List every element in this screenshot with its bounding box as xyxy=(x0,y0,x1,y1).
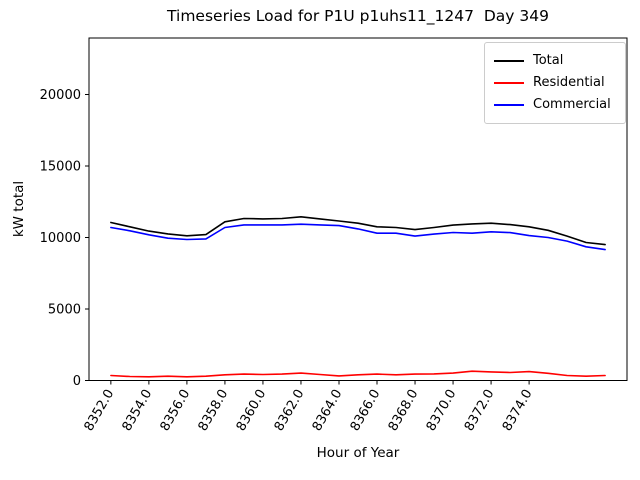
y-ticks-group: 0 5000 10000 15000 20000 xyxy=(40,88,89,389)
x-tick-label: 8352.0 xyxy=(82,387,118,434)
legend-label-total: Total xyxy=(533,53,564,68)
x-ticks-group: 8352.0 8354.0 8356.0 8358.0 8360.0 8362.0 8364… xyxy=(82,380,536,434)
x-tick-label: 8368.0 xyxy=(386,387,422,434)
x-tick-label: 8374.0 xyxy=(500,387,536,434)
series-line-total xyxy=(110,216,606,246)
y-tick-label: 5000 xyxy=(48,302,81,317)
x-tick-label: 8354.0 xyxy=(120,387,156,434)
legend-item-total: Total xyxy=(494,50,616,72)
axes-frame-group xyxy=(88,37,628,381)
x-tick-label: 8364.0 xyxy=(310,387,346,434)
y-tick-label: 10000 xyxy=(40,231,81,246)
legend-swatch-commercial-line xyxy=(494,104,524,106)
legend-label-residential: Residential xyxy=(533,75,605,90)
chart-title: Timeseries Load for P1U p1uhs11_1247 Day… xyxy=(167,7,549,25)
legend-swatch-total-line xyxy=(494,60,524,62)
legend: Total Residential Commercial xyxy=(484,42,626,124)
legend-swatch-residential-line xyxy=(494,82,524,84)
x-tick-label: 8356.0 xyxy=(158,387,194,434)
x-tick-label: 8362.0 xyxy=(272,387,308,434)
series-line-residential xyxy=(110,370,606,378)
x-axis-label: Hour of Year xyxy=(316,445,400,461)
legend-item-residential: Residential xyxy=(494,72,616,94)
y-tick-label: 0 xyxy=(73,374,81,389)
legend-item-commercial: Commercial xyxy=(494,94,616,116)
y-tick-label: 20000 xyxy=(40,88,81,103)
x-tick-label: 8360.0 xyxy=(234,387,270,434)
x-tick-label: 8358.0 xyxy=(196,387,232,434)
axes-frame xyxy=(88,37,628,381)
legend-label-commercial: Commercial xyxy=(533,97,611,112)
x-tick-label: 8370.0 xyxy=(424,387,460,434)
series-lines-group xyxy=(110,216,606,378)
series-line-commercial xyxy=(110,223,606,251)
x-tick-label: 8372.0 xyxy=(462,387,498,434)
x-tick-label: 8366.0 xyxy=(348,387,384,434)
y-axis-label: kW total xyxy=(11,180,27,238)
y-tick-label: 15000 xyxy=(40,159,81,174)
